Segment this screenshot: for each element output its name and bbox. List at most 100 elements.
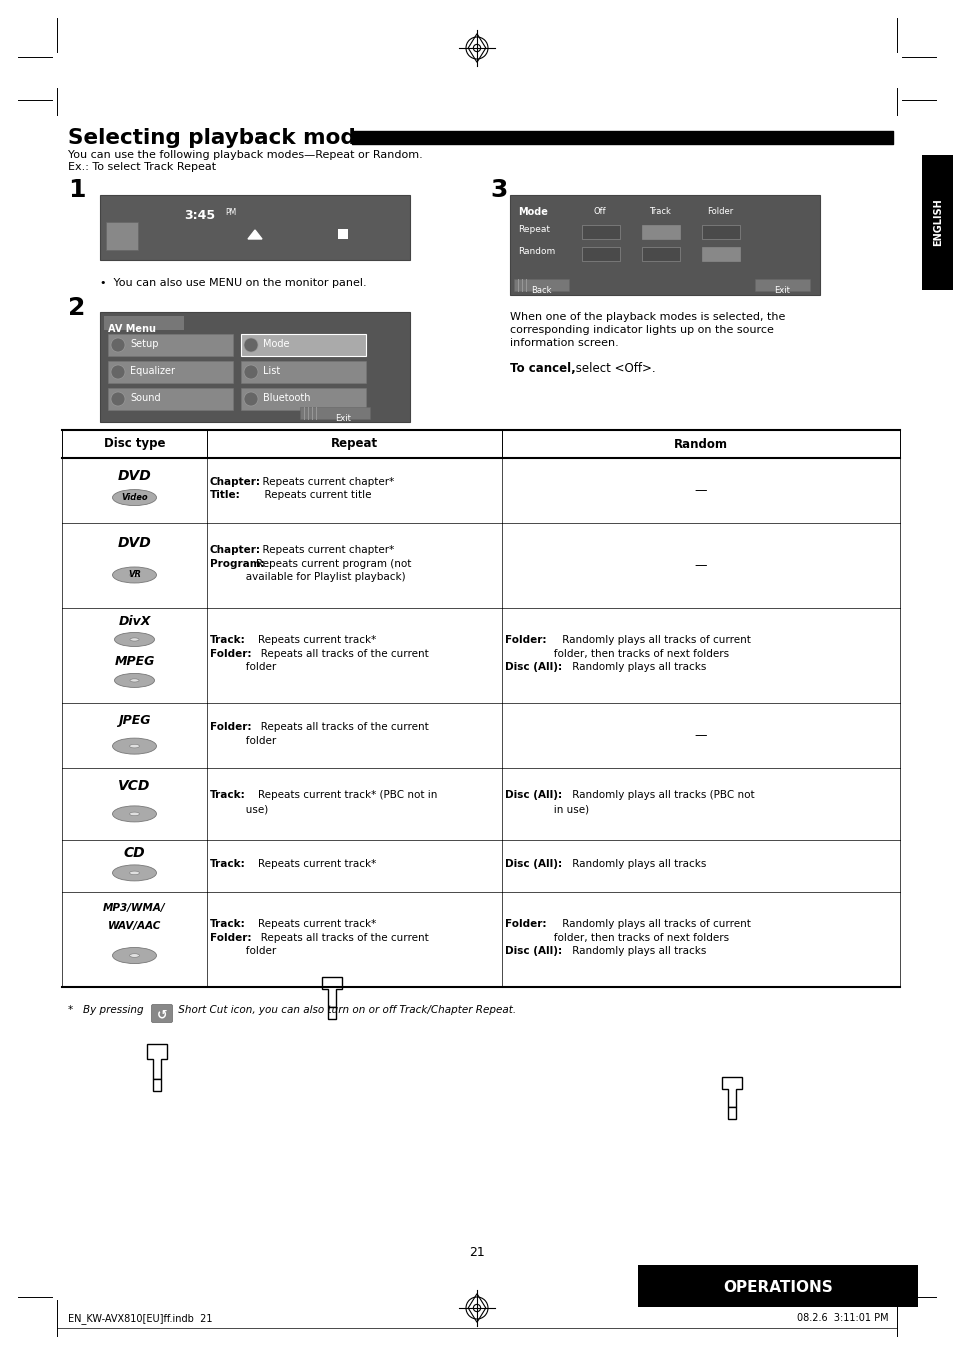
Text: 08.2.6  3:11:01 PM: 08.2.6 3:11:01 PM [797,1313,888,1323]
Ellipse shape [112,490,156,505]
Text: Disc type: Disc type [104,437,165,451]
Text: Repeats current track*: Repeats current track* [245,635,375,646]
Bar [638,1265,917,1307]
FancyBboxPatch shape [108,389,233,410]
Text: VR: VR [128,570,141,580]
Text: Track:: Track: [210,791,246,800]
Ellipse shape [112,865,156,881]
Text: Folder:: Folder: [504,919,546,929]
Ellipse shape [130,812,139,815]
Text: Repeats current track*: Repeats current track* [245,860,375,869]
Ellipse shape [112,948,156,964]
Bar [100,195,410,260]
FancyBboxPatch shape [581,246,619,261]
Text: Track: Track [648,207,670,217]
FancyBboxPatch shape [152,1005,172,1022]
Text: folder: folder [210,735,276,746]
Text: PM: PM [225,209,236,217]
Text: Random: Random [673,437,727,451]
Text: Back: Back [530,286,551,295]
FancyBboxPatch shape [641,225,679,240]
Text: Short Cut icon, you can also turn on or off Track/Chapter Repeat.: Short Cut icon, you can also turn on or … [174,1005,516,1016]
Text: To cancel,: To cancel, [510,362,576,375]
Text: Repeats all tracks of the current: Repeats all tracks of the current [251,649,428,659]
Ellipse shape [130,871,139,875]
FancyBboxPatch shape [581,225,619,240]
Ellipse shape [112,567,156,584]
Text: Randomly plays all tracks of current: Randomly plays all tracks of current [545,919,750,929]
Text: corresponding indicator lights up on the source: corresponding indicator lights up on the… [510,325,773,334]
Text: 21: 21 [469,1246,484,1259]
Text: ENGLISH: ENGLISH [932,199,942,246]
FancyBboxPatch shape [241,389,366,410]
Text: Disc (All):: Disc (All): [504,662,561,672]
FancyBboxPatch shape [106,222,138,250]
Text: You can use the following playback modes—Repeat or Random.: You can use the following playback modes… [68,150,422,160]
Polygon shape [147,1044,167,1079]
Text: 3:45: 3:45 [184,209,215,222]
Text: Repeat: Repeat [517,225,550,234]
Text: folder: folder [210,662,276,672]
Text: Equalizer: Equalizer [130,366,174,376]
Text: Chapter:: Chapter: [210,546,261,555]
Circle shape [111,366,125,379]
Text: Ex.: To select Track Repeat: Ex.: To select Track Repeat [68,162,216,172]
Text: folder, then tracks of next folders: folder, then tracks of next folders [504,933,728,942]
Bar [100,311,410,422]
FancyBboxPatch shape [701,225,740,240]
Polygon shape [328,1007,335,1020]
Text: •  You can also use MENU on the monitor panel.: • You can also use MENU on the monitor p… [100,278,366,288]
Text: —: — [694,728,706,742]
Polygon shape [152,1079,161,1091]
Text: Folder: Folder [706,207,732,217]
Text: Repeats current track*: Repeats current track* [245,919,375,929]
Text: Randomly plays all tracks (PBC not: Randomly plays all tracks (PBC not [568,791,754,800]
Bar [510,195,820,295]
Ellipse shape [130,638,139,640]
Text: Repeats current chapter*: Repeats current chapter* [256,477,395,487]
Text: folder, then tracks of next folders: folder, then tracks of next folders [504,649,728,659]
Ellipse shape [130,953,139,957]
Text: Randomly plays all tracks: Randomly plays all tracks [568,662,705,672]
Text: Sound: Sound [130,393,160,403]
Text: ↺: ↺ [156,1009,167,1021]
Text: 1: 1 [68,177,86,202]
Text: AV Menu: AV Menu [108,324,156,334]
Ellipse shape [112,806,156,822]
Circle shape [244,338,257,352]
FancyBboxPatch shape [241,334,366,356]
Text: select <Off>.: select <Off>. [572,362,655,375]
Bar [754,279,809,291]
Text: information screen.: information screen. [510,338,618,348]
Text: in use): in use) [504,804,589,814]
Text: Exit: Exit [335,414,351,422]
Circle shape [111,338,125,352]
Text: Off: Off [593,207,606,217]
Circle shape [244,393,257,406]
Text: use): use) [210,804,268,814]
Text: —: — [694,483,706,497]
Text: Repeats current track* (PBC not in: Repeats current track* (PBC not in [245,791,436,800]
Text: Repeats all tracks of the current: Repeats all tracks of the current [251,933,428,942]
Circle shape [244,366,257,379]
Text: Random: Random [517,246,555,256]
Text: Bluetooth: Bluetooth [263,393,310,403]
Text: OPERATIONS: OPERATIONS [722,1281,832,1296]
Text: EN_KW-AVX810[EU]ff.indb  21: EN_KW-AVX810[EU]ff.indb 21 [68,1313,213,1324]
Bar [104,315,184,330]
Text: Randomly plays all tracks of current: Randomly plays all tracks of current [545,635,750,646]
Text: Mode: Mode [263,338,289,349]
Polygon shape [721,1076,741,1108]
Text: MP3/WMA/: MP3/WMA/ [103,903,166,914]
Text: Folder:: Folder: [210,933,252,942]
Text: Repeats current chapter*: Repeats current chapter* [256,546,395,555]
Text: Chapter:: Chapter: [210,477,261,487]
Text: Mode: Mode [517,207,547,217]
Polygon shape [322,978,341,1007]
Text: Track:: Track: [210,635,246,646]
Text: Video: Video [121,493,148,502]
Text: Folder:: Folder: [210,722,252,733]
Circle shape [111,393,125,406]
Polygon shape [727,1108,735,1118]
Text: DVD: DVD [117,468,152,483]
